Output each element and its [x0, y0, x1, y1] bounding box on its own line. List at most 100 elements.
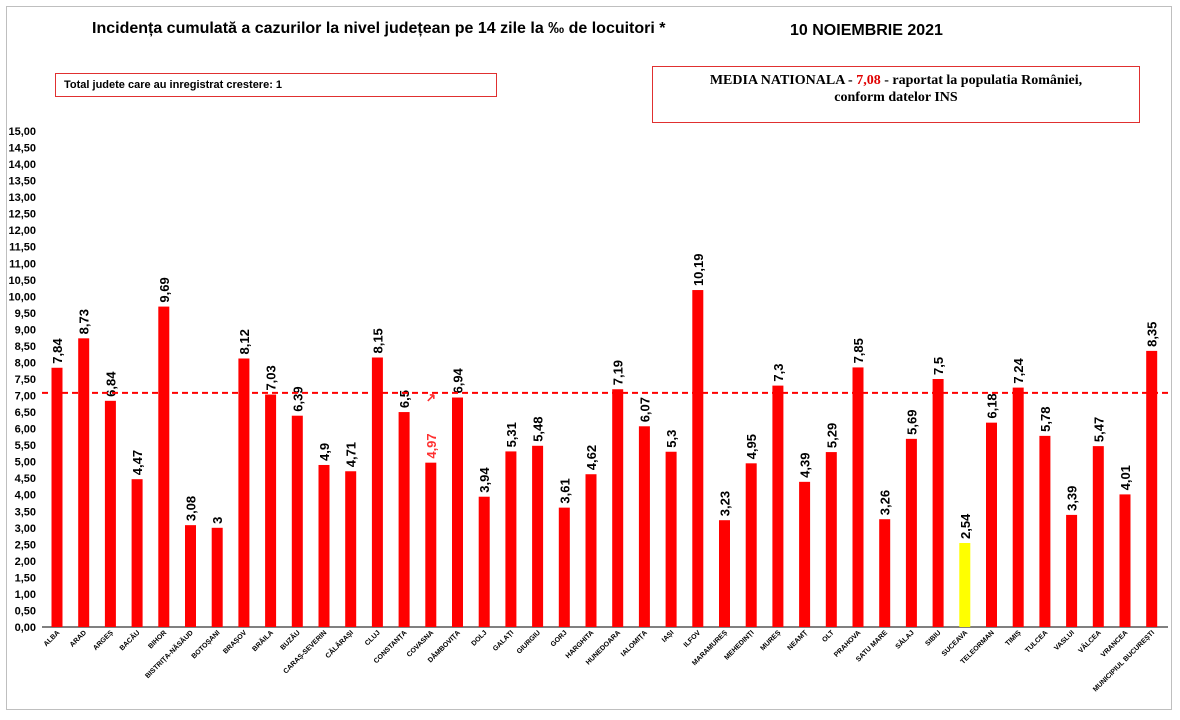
bar-municipiul bucurești: [1146, 350, 1158, 627]
bar-covasna: [425, 462, 437, 627]
category-label: ALBA: [43, 629, 62, 648]
bar-prahova: [852, 367, 864, 627]
y-tick-label: 4,50: [15, 473, 36, 485]
national-average-box: MEDIA NATIONALA - 7,08 - raportat la pop…: [652, 66, 1140, 123]
value-label: 8,15: [370, 328, 385, 353]
chart-date: 10 NOIEMBRIE 2021: [790, 22, 943, 39]
y-tick-label: 12,50: [8, 209, 36, 221]
category-label: BISTRIȚA-NĂSĂUD: [143, 628, 195, 680]
y-tick-label: 8,50: [15, 341, 36, 353]
category-label: IAȘI: [661, 629, 676, 644]
y-tick-label: 13,50: [8, 176, 36, 188]
value-label: 5,29: [824, 423, 839, 448]
value-label: 5,47: [1091, 417, 1106, 442]
category-label: SĂLAJ: [893, 628, 916, 651]
bar-călărași: [345, 471, 357, 627]
y-tick-label: 14,50: [8, 143, 36, 155]
value-label: 3,94: [477, 467, 492, 493]
category-label: VASLUI: [1053, 629, 1076, 652]
y-tick-label: 7,00: [15, 391, 36, 403]
bar-argeș: [104, 400, 116, 627]
bar-satu mare: [879, 519, 891, 627]
national-average-prefix: MEDIA NATIONALA -: [709, 73, 857, 88]
y-tick-label: 0,00: [15, 622, 36, 634]
y-tick-label: 13,00: [8, 192, 36, 204]
value-label: 6,94: [451, 367, 466, 393]
bar-dâmbovița: [452, 397, 463, 627]
bar-vâlcea: [1092, 446, 1104, 627]
y-tick-label: 7,50: [15, 374, 36, 386]
bar-bistrița-năsăud: [185, 525, 196, 627]
y-tick-label: 6,00: [15, 424, 36, 436]
bar-timiș: [1012, 387, 1024, 627]
bar-arad: [78, 338, 90, 627]
y-tick-label: 10,50: [8, 275, 36, 287]
category-label: OLT: [821, 629, 836, 644]
bar-giurgiu: [532, 445, 544, 627]
bar-gorj: [558, 507, 570, 627]
bar-vaslui: [1066, 514, 1078, 627]
category-label: GORJ: [550, 629, 569, 648]
value-label: 4,9: [317, 443, 332, 461]
y-tick-label: 2,00: [15, 556, 36, 568]
value-label: 2,54: [958, 513, 973, 539]
category-label: BRĂILA: [250, 628, 275, 653]
bar-harghita: [585, 474, 597, 627]
value-label: 3,23: [718, 491, 733, 516]
category-label: VÂLCEA: [1076, 628, 1103, 655]
value-label: 3,08: [184, 496, 199, 521]
value-label: 4,97: [424, 433, 439, 458]
bar-caraș-severin: [318, 464, 330, 627]
increase-arrow-icon: [427, 394, 435, 402]
category-label: SIBIU: [924, 629, 942, 647]
chart-title: Incidența cumulată a cazurilor la nivel …: [92, 20, 666, 37]
chart-frame: [6, 6, 1172, 710]
y-tick-label: 11,50: [9, 242, 36, 254]
category-label: GALAȚI: [492, 629, 515, 652]
bar-constanța: [398, 412, 410, 627]
category-label: TIMIȘ: [1004, 629, 1022, 647]
value-label: 10,19: [691, 254, 706, 287]
value-label: 7,3: [771, 364, 786, 382]
bar-mehedinți: [745, 463, 757, 627]
value-label: 4,01: [1118, 465, 1133, 490]
y-tick-label: 14,00: [8, 159, 36, 171]
increase-count-box: Total judete care au inregistrat crester…: [55, 73, 497, 97]
value-label: 4,62: [584, 445, 599, 470]
category-label: ARAD: [69, 629, 88, 648]
value-label: 8,73: [77, 309, 92, 334]
y-tick-label: 1,00: [15, 589, 36, 601]
bar-ialomița: [638, 426, 650, 627]
value-label: 7,24: [1011, 358, 1026, 384]
value-label: 5,69: [904, 410, 919, 435]
y-tick-label: 15,00: [8, 126, 36, 138]
bar-hunedoara: [612, 389, 624, 627]
value-label: 5,3: [664, 430, 679, 448]
category-label: CLUJ: [364, 629, 382, 647]
value-label: 8,12: [237, 329, 252, 354]
category-label: BACĂU: [117, 628, 141, 652]
value-label: 5,31: [504, 422, 519, 447]
value-label: 7,84: [50, 338, 65, 364]
value-label: 3: [210, 517, 225, 524]
value-label: 3,26: [878, 490, 893, 515]
category-label: SUCEAVA: [941, 629, 969, 657]
y-tick-label: 5,00: [15, 457, 36, 469]
bar-dolj: [478, 496, 490, 627]
value-label: 6,07: [637, 397, 652, 422]
bar-sibiu: [932, 379, 944, 627]
category-label: DOLJ: [470, 629, 488, 647]
category-label: ILFOV: [683, 629, 703, 649]
value-label: 5,78: [1038, 407, 1053, 432]
national-average-value: 7,08: [856, 73, 881, 88]
bar-bacău: [131, 479, 143, 627]
value-label: 7,85: [851, 338, 866, 363]
y-tick-label: 0,50: [15, 605, 36, 617]
category-label: MUREȘ: [759, 629, 782, 652]
y-tick-label: 3,00: [15, 523, 36, 535]
bar-mureș: [772, 385, 784, 627]
value-label: 7,5: [931, 357, 946, 375]
bar-ilfov: [692, 290, 704, 627]
y-tick-label: 1,50: [15, 572, 36, 584]
